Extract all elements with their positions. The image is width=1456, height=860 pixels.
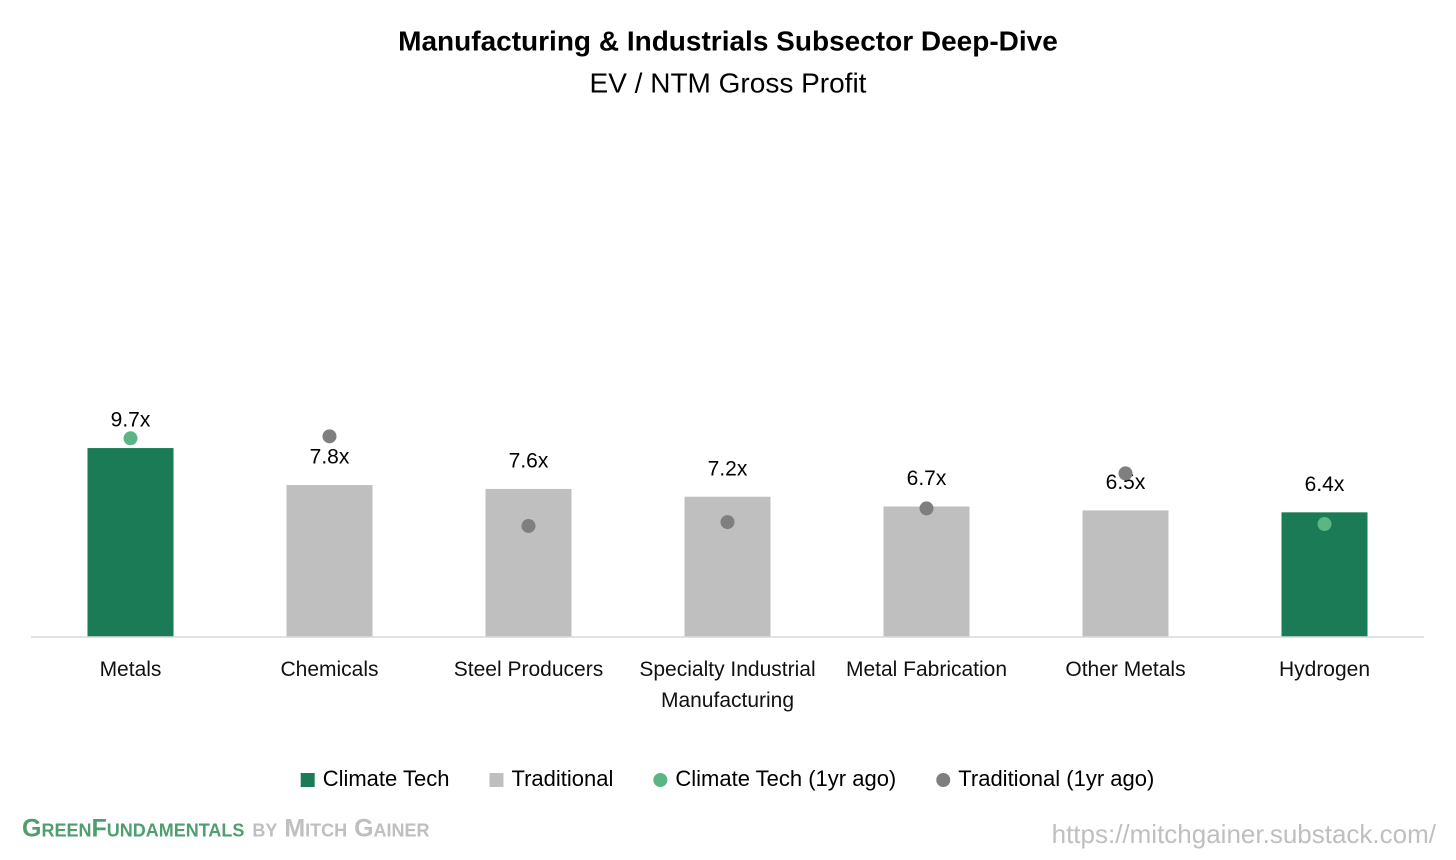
bar bbox=[87, 448, 174, 637]
footer-brand: GreenFundamentals bbox=[22, 815, 244, 843]
value-label: 7.6x bbox=[509, 449, 549, 472]
chart-title: Manufacturing & Industrials Subsector De… bbox=[398, 25, 1058, 56]
bar bbox=[286, 485, 373, 637]
x-tick-label: Steel Producers bbox=[453, 658, 604, 681]
dot bbox=[521, 518, 536, 533]
dot bbox=[123, 431, 138, 446]
footer-url: https://mitchgainer.substack.com/ bbox=[1052, 819, 1437, 849]
legend-swatch bbox=[653, 773, 668, 787]
bar bbox=[883, 506, 970, 637]
legend-label: Traditional (1yr ago) bbox=[958, 766, 1154, 791]
bar bbox=[1281, 512, 1368, 637]
x-tick-label: Metals bbox=[99, 658, 162, 681]
x-tick-label: Hydrogen bbox=[1278, 658, 1371, 681]
chart-subtitle: EV / NTM Gross Profit bbox=[590, 67, 867, 98]
x-tick-label: Metal Fabrication bbox=[845, 658, 1008, 681]
x-tick-label: Chemicals bbox=[280, 658, 379, 681]
bar bbox=[485, 488, 572, 637]
legend-swatch bbox=[936, 773, 951, 787]
legend-label: Climate Tech bbox=[323, 766, 450, 791]
value-label: 6.5x bbox=[1106, 471, 1146, 494]
value-label: 7.8x bbox=[310, 446, 350, 469]
value-label: 7.2x bbox=[708, 457, 748, 480]
value-label: 6.7x bbox=[907, 467, 947, 490]
footer-byline: by Mitch Gainer bbox=[252, 815, 429, 843]
dot bbox=[322, 429, 337, 444]
dot bbox=[919, 501, 934, 516]
value-label: 6.4x bbox=[1305, 473, 1345, 496]
dot bbox=[1317, 517, 1332, 532]
x-tick-label: Specialty Industrial Manufacturing bbox=[639, 658, 816, 712]
legend-label: Climate Tech (1yr ago) bbox=[675, 766, 896, 791]
dot bbox=[1118, 466, 1133, 481]
dot bbox=[720, 515, 735, 530]
bar bbox=[1082, 510, 1169, 637]
legend-label: Traditional bbox=[511, 766, 613, 791]
value-label: 9.7x bbox=[111, 409, 151, 432]
x-tick-label: Other Metals bbox=[1065, 658, 1186, 681]
legend-swatch bbox=[489, 773, 504, 787]
legend-swatch bbox=[300, 773, 315, 787]
